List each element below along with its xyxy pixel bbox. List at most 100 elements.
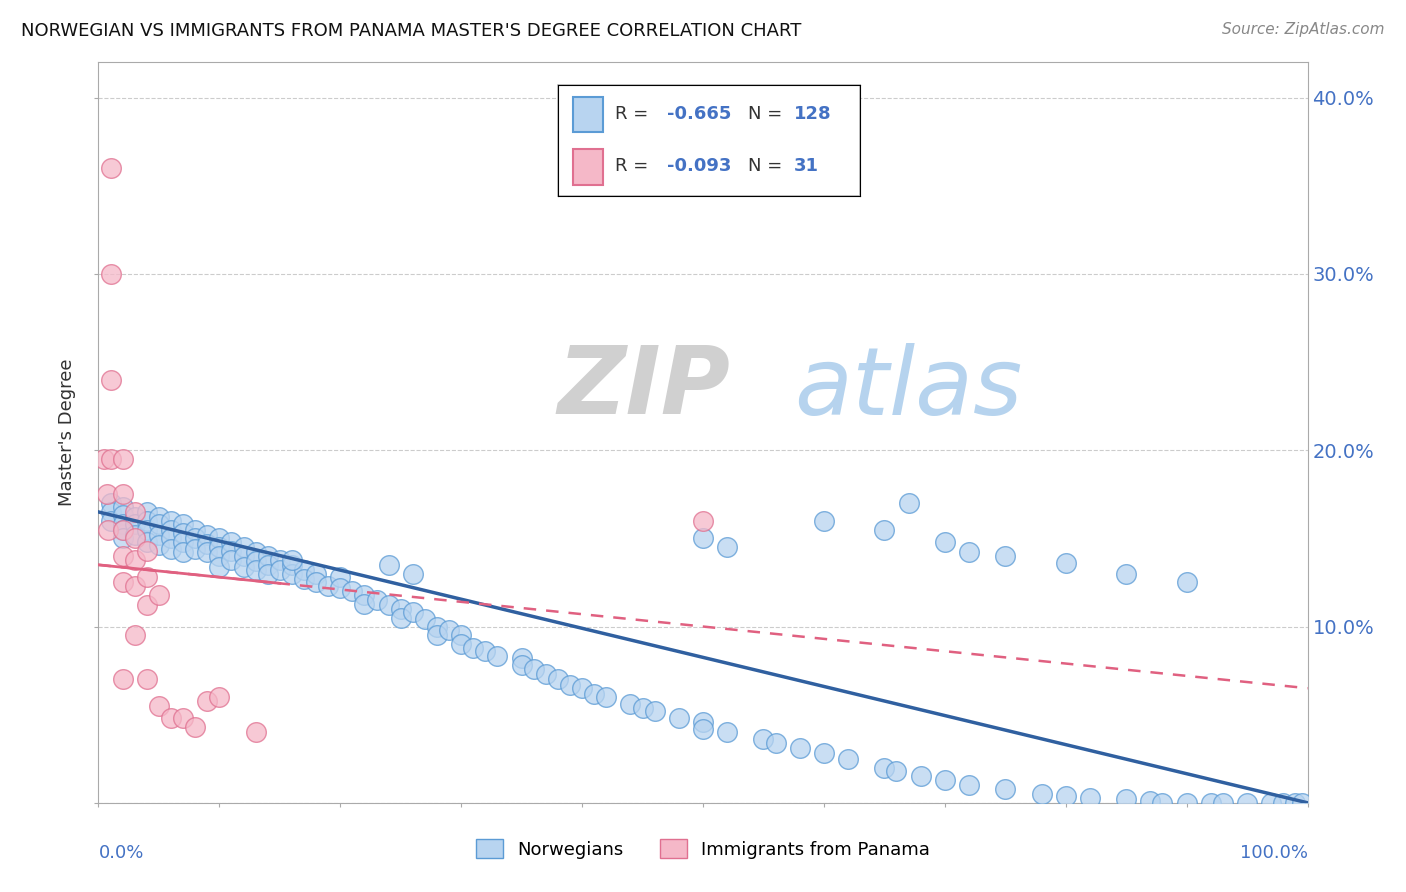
- Point: [172, 545, 194, 559]
- Point: [135, 599, 157, 613]
- Point: [148, 698, 170, 713]
- Point: [135, 673, 157, 687]
- Point: [692, 714, 714, 729]
- Point: [305, 575, 328, 590]
- Point: [111, 500, 134, 514]
- Point: [1291, 796, 1313, 810]
- Point: [437, 623, 460, 637]
- Point: [160, 532, 183, 546]
- Point: [148, 510, 170, 524]
- Point: [160, 711, 183, 725]
- Point: [353, 588, 375, 602]
- Point: [111, 487, 134, 501]
- Point: [93, 452, 115, 467]
- Point: [426, 619, 449, 633]
- Point: [316, 579, 339, 593]
- Point: [160, 523, 183, 537]
- Point: [148, 538, 170, 552]
- Point: [765, 736, 787, 750]
- Point: [523, 662, 546, 676]
- Point: [195, 693, 218, 707]
- Point: [886, 764, 908, 778]
- Point: [1212, 796, 1234, 810]
- Point: [269, 563, 291, 577]
- Point: [897, 496, 920, 510]
- Point: [934, 772, 956, 787]
- Point: [1115, 792, 1137, 806]
- Point: [583, 686, 606, 700]
- Point: [957, 778, 980, 792]
- Point: [232, 549, 254, 563]
- Point: [172, 517, 194, 532]
- Point: [1152, 796, 1174, 810]
- Point: [1054, 556, 1077, 570]
- Point: [221, 552, 243, 566]
- Point: [135, 543, 157, 558]
- Point: [342, 584, 364, 599]
- Point: [184, 541, 207, 556]
- Point: [111, 532, 134, 546]
- Point: [281, 566, 304, 581]
- Point: [571, 681, 593, 696]
- Point: [256, 566, 278, 581]
- Point: [1199, 796, 1222, 810]
- Y-axis label: Master's Degree: Master's Degree: [58, 359, 76, 507]
- Point: [463, 640, 485, 655]
- Point: [329, 581, 352, 595]
- Point: [1175, 796, 1198, 810]
- Point: [934, 535, 956, 549]
- Point: [716, 725, 738, 739]
- Point: [377, 558, 399, 572]
- Point: [692, 532, 714, 546]
- Point: [100, 514, 122, 528]
- Point: [100, 505, 122, 519]
- Point: [1078, 790, 1101, 805]
- Point: [377, 599, 399, 613]
- Point: [184, 720, 207, 734]
- Point: [389, 602, 412, 616]
- Point: [1175, 575, 1198, 590]
- Point: [111, 549, 134, 563]
- Point: [124, 505, 146, 519]
- Point: [135, 570, 157, 584]
- Point: [402, 606, 425, 620]
- Point: [329, 570, 352, 584]
- Point: [111, 452, 134, 467]
- Point: [837, 752, 859, 766]
- Point: [994, 781, 1017, 796]
- Point: [232, 559, 254, 574]
- Point: [873, 760, 896, 774]
- Text: 0.0%: 0.0%: [98, 844, 143, 862]
- Point: [619, 697, 641, 711]
- Text: NORWEGIAN VS IMMIGRANTS FROM PANAMA MASTER'S DEGREE CORRELATION CHART: NORWEGIAN VS IMMIGRANTS FROM PANAMA MAST…: [21, 22, 801, 40]
- Point: [450, 628, 472, 642]
- Point: [245, 545, 267, 559]
- Point: [957, 545, 980, 559]
- Text: Source: ZipAtlas.com: Source: ZipAtlas.com: [1222, 22, 1385, 37]
- Point: [100, 373, 122, 387]
- Point: [208, 532, 231, 546]
- Point: [1284, 796, 1306, 810]
- Point: [1272, 796, 1295, 810]
- Point: [148, 517, 170, 532]
- Point: [135, 514, 157, 528]
- Point: [256, 549, 278, 563]
- Point: [281, 552, 304, 566]
- Point: [813, 747, 835, 761]
- Point: [208, 540, 231, 554]
- Point: [148, 528, 170, 542]
- Point: [292, 572, 315, 586]
- Point: [534, 667, 557, 681]
- Point: [111, 575, 134, 590]
- Point: [124, 579, 146, 593]
- Point: [96, 487, 118, 501]
- Point: [195, 528, 218, 542]
- Point: [389, 610, 412, 624]
- Point: [135, 505, 157, 519]
- Point: [910, 769, 932, 783]
- Point: [245, 725, 267, 739]
- Point: [256, 558, 278, 572]
- Point: [426, 628, 449, 642]
- Point: [195, 536, 218, 550]
- Point: [353, 597, 375, 611]
